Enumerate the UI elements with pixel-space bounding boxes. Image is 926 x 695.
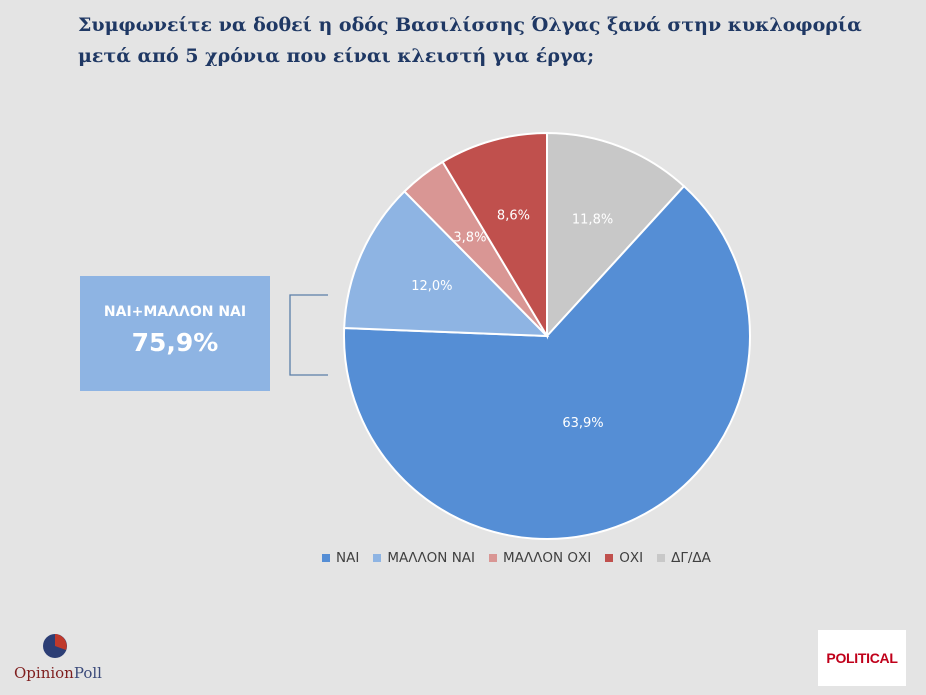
- summary-box: ΝΑΙ+ΜΑΛΛΟΝ ΝΑΙ 75,9%: [80, 276, 270, 391]
- pie-labels: 11,8% 63,9% 12,0% 3,8% 8,6%: [411, 209, 613, 431]
- opinionpoll-logo: OpinionPoll: [14, 630, 114, 690]
- legend-label-4: ΔΓ/ΔΑ: [671, 550, 711, 566]
- pie-slice-2: [343, 190, 550, 338]
- legend-item-1: ΜΑΛΛΟΝ ΝΑΙ: [373, 550, 475, 566]
- summary-label: ΝΑΙ+ΜΑΛΛΟΝ ΝΑΙ: [103, 304, 247, 320]
- legend-swatch-4: [657, 554, 666, 562]
- pie-data-label-4: 8,6%: [497, 209, 530, 224]
- legend-item-3: ΟΧΙ: [605, 550, 643, 566]
- legend-swatch-1: [373, 554, 382, 562]
- chart-title: Συμφωνείτε να δοθεί η οδός Βασιλίσσης Όλ…: [78, 14, 862, 67]
- pie-data-label-2: 12,0%: [411, 279, 452, 294]
- opinionpoll-logo-text: OpinionPoll: [14, 664, 102, 682]
- political-logo: POLITICAL: [818, 630, 906, 686]
- legend-item-0: ΝΑΙ: [322, 550, 359, 566]
- legend-item-4: ΔΓ/ΔΑ: [657, 550, 711, 566]
- legend-swatch-3: [605, 554, 614, 562]
- legend-label-1: ΜΑΛΛΟΝ ΝΑΙ: [387, 550, 476, 566]
- legend-label-3: ΟΧΙ: [619, 550, 644, 566]
- pie-slices: [343, 131, 751, 540]
- pie-data-label-0: 11,8%: [572, 213, 613, 228]
- summary-bracket: [289, 294, 328, 376]
- legend-item-2: ΜΑΛΛΟΝ ΟΧΙ: [489, 550, 591, 566]
- pie-slice-1: [343, 184, 751, 540]
- legend-swatch-2: [489, 554, 498, 562]
- pie-data-label-3: 3,8%: [453, 231, 486, 246]
- legend-label-0: ΝΑΙ: [336, 550, 360, 566]
- legend-swatch-0: [322, 554, 330, 562]
- opinionpoll-logo-mark: [43, 634, 67, 658]
- pie-slice-0: [546, 131, 686, 339]
- summary-value: 75,9%: [131, 328, 219, 357]
- pie-slice-4: [441, 131, 548, 340]
- legend-label-2: ΜΑΛΛΟΝ ΟΧΙ: [503, 550, 592, 566]
- chart-legend: ΝΑΙ ΜΑΛΛΟΝ ΝΑΙ ΜΑΛΛΟΝ ΟΧΙ ΟΧΙ ΔΓ/ΔΑ: [322, 550, 711, 566]
- pie-data-label-1: 63,9%: [562, 416, 603, 431]
